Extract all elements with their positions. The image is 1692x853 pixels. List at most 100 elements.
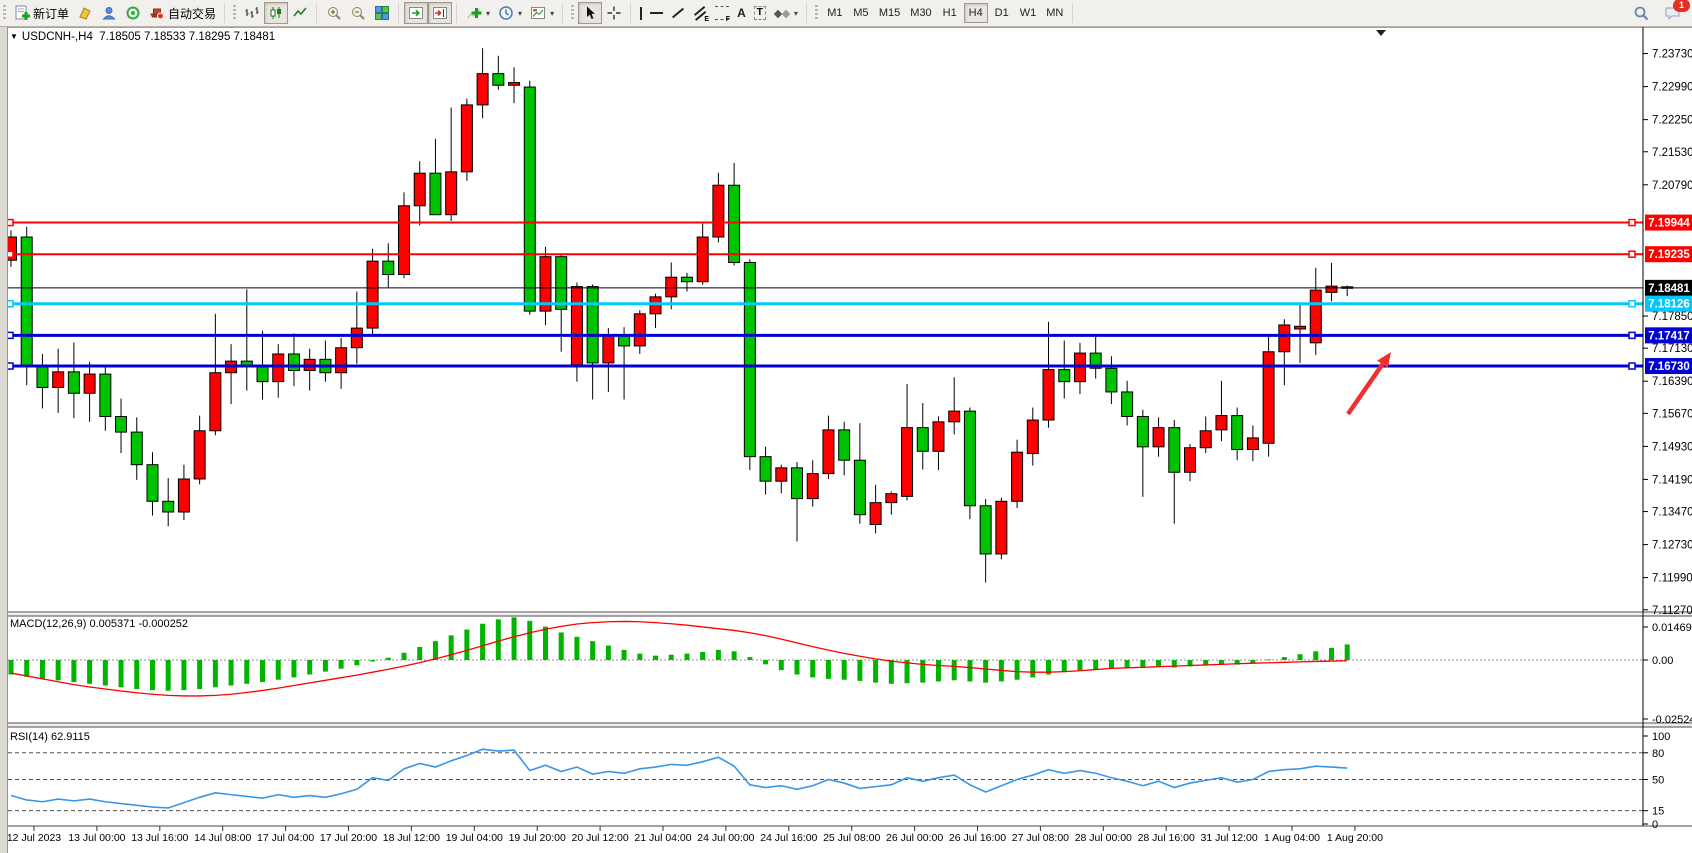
arrows-button[interactable]: ▾: [770, 2, 802, 24]
vertical-line-button[interactable]: [636, 2, 646, 24]
candle-body: [539, 256, 552, 312]
toolbar-grip[interactable]: [233, 5, 237, 21]
macd-histogram-bar: [118, 660, 124, 688]
candle-body: [791, 467, 803, 500]
indicators-button[interactable]: ▾: [462, 2, 494, 24]
macd-histogram-bar: [1313, 651, 1319, 660]
toolbar: 新订单 自动交易: [0, 0, 1692, 27]
signal-button[interactable]: [121, 2, 145, 24]
level-line-handle[interactable]: [1628, 250, 1636, 258]
macd-histogram-bar: [495, 619, 501, 660]
price-axis-label: 7.22990: [1652, 82, 1692, 94]
candlestick-chart-button[interactable]: [264, 2, 289, 24]
templates-button[interactable]: ▾: [526, 2, 558, 24]
trendline-button[interactable]: [667, 2, 689, 24]
time-axis-label: 1 Aug 20:00: [1327, 832, 1383, 844]
notification-badge: 1: [1673, 0, 1690, 12]
fibonacci-button[interactable]: F: [711, 2, 733, 24]
bar-chart-button[interactable]: [240, 2, 264, 24]
annotation-arrow-head[interactable]: [1377, 352, 1391, 369]
time-axis-label: 17 Jul 04:00: [257, 832, 314, 844]
auto-scroll-button[interactable]: [404, 2, 429, 24]
templates-dropdown-icon[interactable]: ▾: [550, 8, 555, 18]
macd-histogram-bar: [888, 660, 894, 684]
toolbar-separator: [1072, 3, 1075, 23]
candle-body: [838, 429, 851, 461]
zoom-out-button[interactable]: [346, 2, 370, 24]
candle-body: [1042, 369, 1055, 421]
timeframe-w1-button[interactable]: W1: [1016, 3, 1041, 23]
candle-body: [445, 171, 458, 216]
macd-histogram-bar: [417, 646, 423, 660]
candle-body: [177, 478, 190, 513]
line-chart-button[interactable]: [288, 2, 312, 24]
notifications-button[interactable]: 1: [1660, 0, 1690, 24]
time-axis-label: 19 Jul 04:00: [446, 832, 503, 844]
zoom-in-button[interactable]: [322, 2, 346, 24]
level-line-handle[interactable]: [1628, 299, 1636, 308]
candle-body: [1325, 285, 1338, 293]
price-axis-label: 7.20790: [1652, 180, 1692, 192]
periods-button[interactable]: ▾: [494, 2, 526, 24]
macd-histogram-bar: [370, 660, 376, 662]
cursor-button[interactable]: [578, 2, 603, 24]
search-button[interactable]: [1629, 2, 1654, 24]
equidistant-channel-button[interactable]: E: [689, 2, 711, 24]
new-order-button[interactable]: 新订单: [10, 2, 73, 24]
macd-axis-label: 0.00: [1652, 655, 1673, 667]
pane-splitter[interactable]: [0, 724, 1692, 727]
macd-histogram-bar: [8, 660, 14, 675]
macd-axis-label: 0.014691: [1652, 622, 1692, 634]
level-line-handle[interactable]: [1628, 218, 1636, 227]
periods-dropdown-icon[interactable]: ▾: [518, 8, 523, 18]
crosshair-button[interactable]: [602, 2, 626, 24]
text-button[interactable]: A: [733, 2, 750, 24]
indicators-dropdown-icon[interactable]: ▾: [486, 8, 491, 18]
price-axis-label: 7.12730: [1652, 540, 1692, 552]
arrows-dropdown-icon[interactable]: ▾: [793, 8, 798, 18]
text-label-icon: T: [753, 6, 766, 20]
macd-histogram-bar: [810, 660, 816, 678]
indicators-icon: [467, 8, 482, 19]
timeframe-d1-button[interactable]: D1: [990, 3, 1014, 23]
macd-histogram-bar: [1108, 660, 1114, 669]
macd-histogram-bar: [951, 660, 957, 681]
horizontal-line-button[interactable]: [646, 2, 667, 24]
chart-symbol-period: USDCNH-,H4: [21, 31, 93, 43]
level-line-handle[interactable]: [1628, 362, 1636, 370]
timeframe-h4-button[interactable]: H4: [963, 3, 988, 23]
timeframe-mn-button[interactable]: MN: [1042, 3, 1067, 23]
toolbar-separator: [224, 3, 227, 23]
macd-histogram-bar: [1124, 660, 1130, 668]
pane-splitter[interactable]: [0, 613, 1692, 616]
tile-windows-button[interactable]: [370, 2, 394, 24]
text-label-button[interactable]: T: [750, 2, 770, 24]
accounts-button[interactable]: [97, 2, 121, 24]
candle-body: [665, 276, 678, 298]
price-axis-label: 7.14930: [1652, 441, 1692, 453]
chart-shift-button[interactable]: [428, 2, 453, 24]
macd-histogram-bar: [1046, 660, 1052, 675]
timeframe-m30-button[interactable]: M30: [906, 3, 935, 23]
macd-histogram-bar: [338, 660, 344, 669]
chart-collapse-icon[interactable]: ▼: [10, 32, 18, 41]
window-left-edge[interactable]: [0, 26, 8, 853]
toolbar-grip[interactable]: [3, 5, 6, 21]
timeframe-m5-button[interactable]: M5: [849, 3, 873, 23]
macd-histogram-bar: [621, 649, 627, 660]
level-line-handle[interactable]: [1628, 331, 1636, 340]
toolbar-grip[interactable]: [814, 5, 818, 21]
macd-axis-label: -0.02524: [1652, 714, 1692, 726]
macd-histogram-bar: [653, 655, 659, 660]
auto-trading-button[interactable]: 自动交易: [145, 2, 220, 24]
candle-body: [1278, 324, 1291, 353]
candle-body: [633, 313, 646, 347]
toolbar-grip[interactable]: [571, 5, 575, 21]
chart-shift-marker[interactable]: [1376, 30, 1386, 36]
timeframe-h1-button[interactable]: H1: [938, 3, 962, 23]
market-watch-button[interactable]: [73, 2, 97, 24]
annotation-arrow-shaft[interactable]: [1346, 363, 1385, 416]
timeframe-m1-button[interactable]: M1: [823, 3, 847, 23]
timeframe-m15-button[interactable]: M15: [875, 3, 904, 23]
